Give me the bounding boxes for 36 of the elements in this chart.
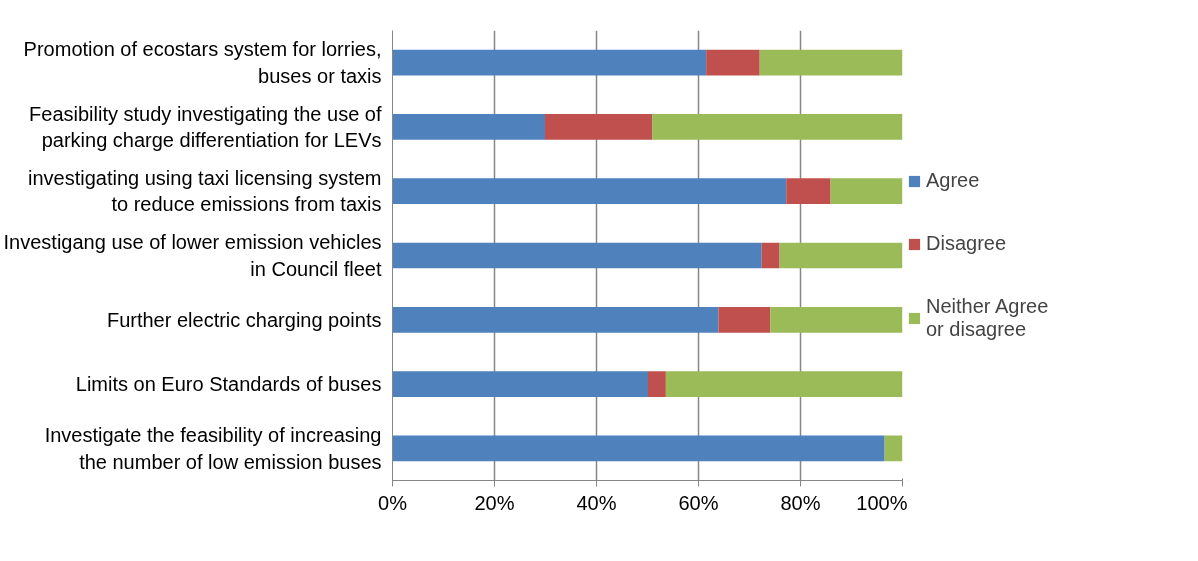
x-tick-label: 40%	[576, 491, 617, 514]
bar	[392, 178, 787, 205]
y-tick-label: Further electric charging points	[106, 308, 382, 331]
bar	[830, 178, 903, 205]
bar	[770, 306, 903, 333]
bar	[392, 114, 545, 140]
bar	[761, 242, 780, 269]
x-tick-label: 60%	[678, 491, 719, 514]
bar	[706, 49, 760, 76]
bar	[392, 306, 719, 333]
y-tick-label: Investigang use of lower emission vehicles in Council fleet	[3, 231, 382, 280]
bar	[392, 435, 885, 462]
y-tick-label: Investigate the feasibility of increasing the number of low emission buses	[44, 424, 382, 473]
x-tick-label: 100%	[856, 491, 908, 514]
bar	[759, 49, 903, 76]
bar	[884, 435, 903, 462]
bar	[718, 306, 771, 333]
bar	[779, 242, 903, 269]
bar	[665, 371, 903, 397]
bar	[786, 178, 831, 205]
x-tick-label: 20%	[474, 491, 515, 514]
y-tick-label: investigating using taxi licensing system to reduce emissions from taxis	[27, 167, 382, 216]
legend-label: Disagree	[926, 232, 1007, 255]
y-tick-label: Promotion of ecostars system for lorries, buses or taxis	[23, 38, 382, 87]
bar	[544, 114, 653, 140]
bar	[392, 49, 707, 76]
y-tick-label: Limits on Euro Standards of buses	[75, 373, 382, 396]
bar	[392, 371, 649, 397]
x-tick-label: 0%	[378, 491, 408, 514]
legend-label: Neither Agree or disagree	[926, 295, 1049, 341]
legend-label: Agree	[926, 169, 980, 192]
y-tick-label: Feasibility study investigating the use of parking charge differentiation for LEVs	[29, 102, 382, 152]
bar	[392, 242, 762, 269]
bar	[648, 371, 666, 397]
bar	[652, 114, 903, 140]
x-tick-label: 80%	[780, 491, 821, 514]
